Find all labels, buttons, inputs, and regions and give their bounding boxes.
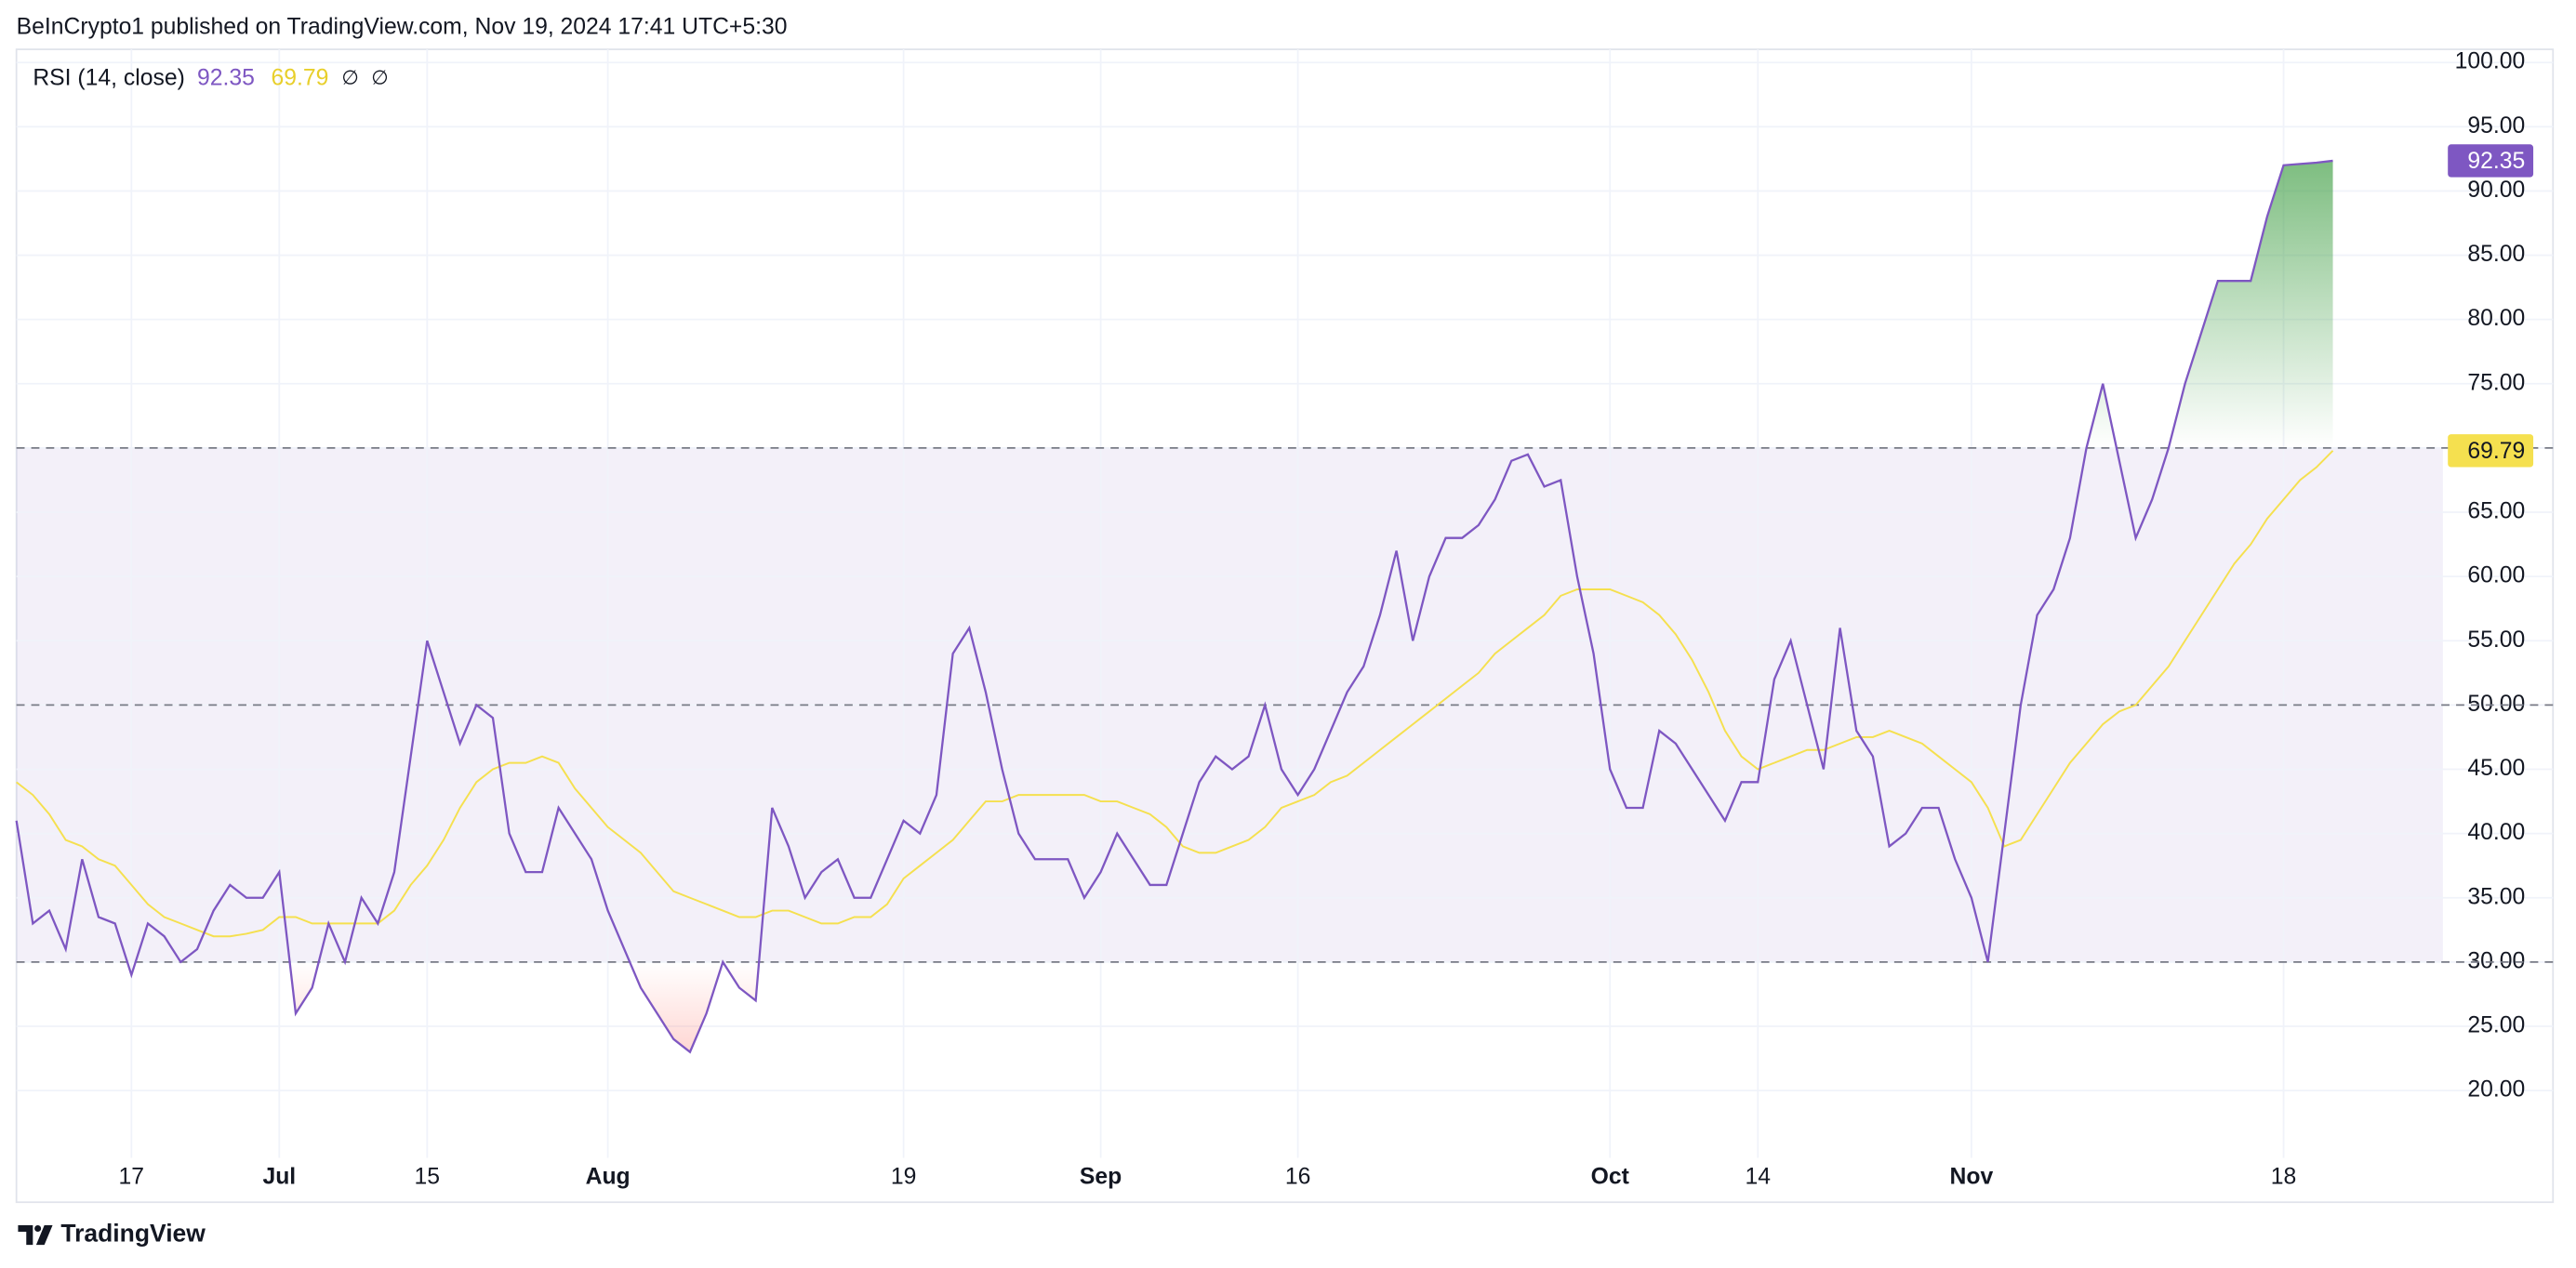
y-tick-label: 75.00	[2467, 370, 2525, 395]
y-tick-label: 40.00	[2467, 820, 2525, 845]
header: BeInCrypto1 published on TradingView.com…	[17, 15, 788, 40]
x-tick-label: Aug	[586, 1164, 631, 1189]
y-tick-label: 80.00	[2467, 306, 2525, 331]
x-tick-label: 16	[1285, 1164, 1311, 1189]
price-badge	[2448, 144, 2534, 178]
y-tick-label: 95.00	[2467, 113, 2525, 139]
legend-value: 92.35	[197, 65, 255, 90]
y-tick-label: 100.00	[2455, 49, 2526, 74]
x-tick-label: 15	[415, 1164, 440, 1189]
y-tick-label: 20.00	[2467, 1077, 2525, 1103]
tv-logo	[18, 1224, 53, 1246]
x-tick-label: 17	[119, 1164, 145, 1189]
x-tick-label: 18	[2271, 1164, 2297, 1189]
pane-border	[15, 48, 2555, 1204]
footer-brand: TradingView	[60, 1220, 206, 1248]
legend-flag: ∅	[341, 67, 358, 88]
y-tick-label: 60.00	[2467, 563, 2525, 588]
legend-flag: ∅	[371, 67, 388, 88]
y-tick-label: 65.00	[2467, 499, 2525, 524]
oversold-fill	[126, 961, 760, 1052]
y-tick-label: 45.00	[2467, 756, 2525, 781]
y-tick-label: 30.00	[2467, 948, 2525, 973]
x-tick-label: Sep	[1080, 1164, 1122, 1189]
overbought-fill	[16, 160, 2333, 448]
x-tick-label: 14	[1745, 1164, 1771, 1189]
y-tick-label: 55.00	[2467, 627, 2525, 653]
series-line	[15, 159, 2333, 1054]
x-tick-label: Jul	[262, 1164, 296, 1189]
price-badge	[2448, 434, 2534, 468]
series-line	[16, 450, 2334, 938]
y-tick-label: 35.00	[2467, 884, 2525, 909]
x-tick-label: 19	[891, 1164, 916, 1189]
x-tick-label: Oct	[1591, 1164, 1629, 1189]
y-tick-label: 90.00	[2467, 178, 2525, 203]
y-tick-label: 85.00	[2467, 242, 2525, 267]
legend-value: 69.79	[271, 65, 328, 90]
price-badge-label: 69.79	[2467, 439, 2525, 464]
legend-name: RSI (14, close)	[33, 65, 184, 90]
price-badge-label: 92.35	[2467, 149, 2525, 174]
x-tick-label: Nov	[1950, 1164, 1994, 1189]
y-tick-label: 25.00	[2467, 1013, 2525, 1038]
y-tick-label: 50.00	[2467, 692, 2525, 717]
